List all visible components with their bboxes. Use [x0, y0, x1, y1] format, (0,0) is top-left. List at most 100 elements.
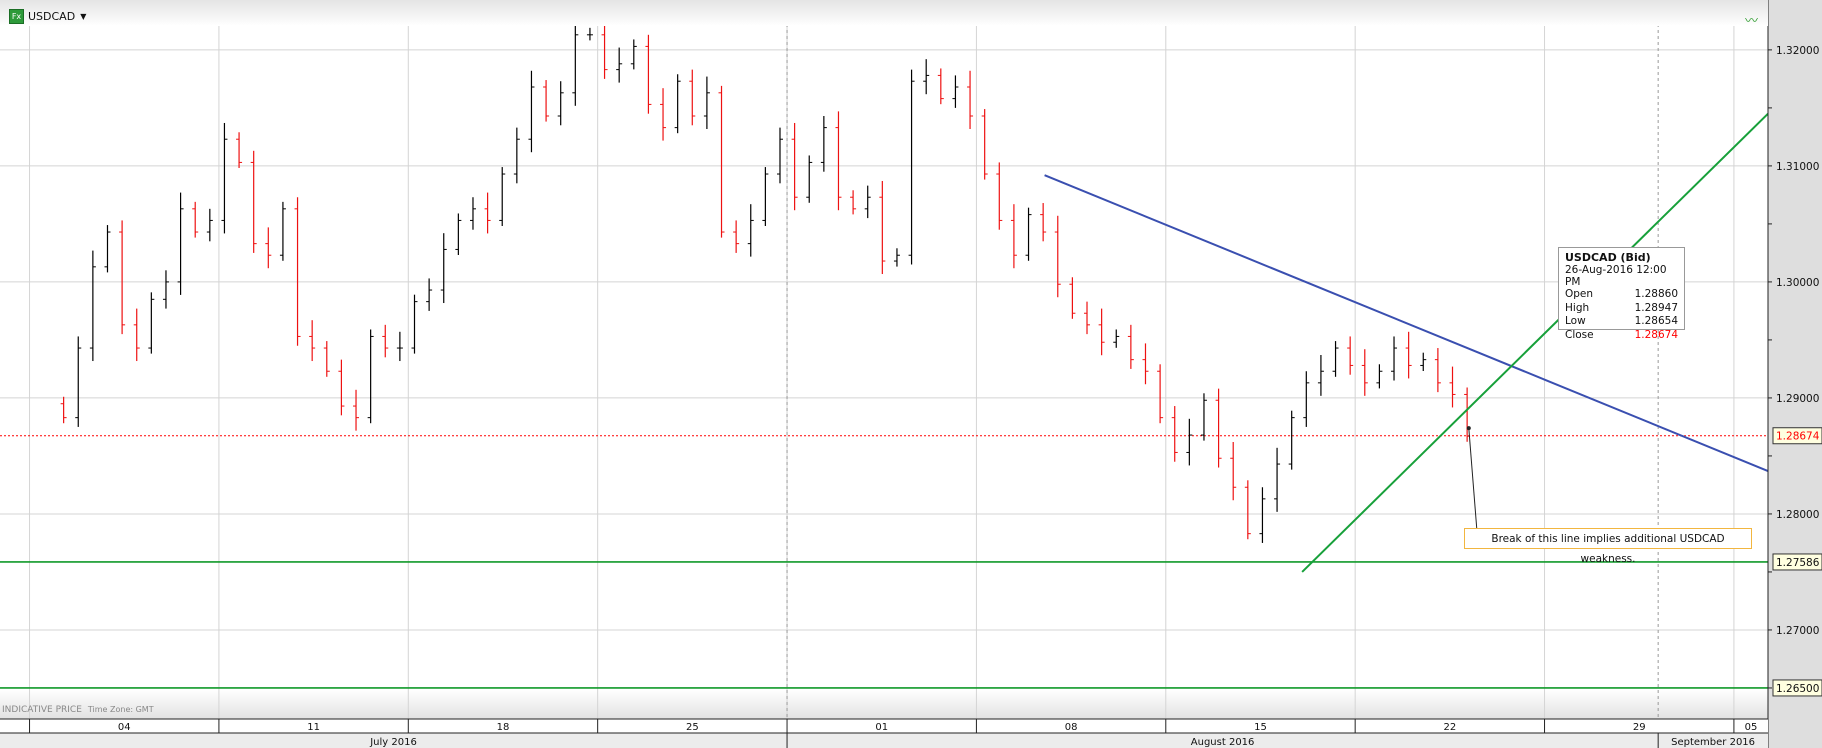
ohlc-bar[interactable]: [1434, 348, 1441, 393]
ohlc-bar[interactable]: [1449, 366, 1456, 408]
ohlc-bar[interactable]: [850, 190, 857, 215]
ohlc-bar[interactable]: [1420, 352, 1427, 372]
date-label[interactable]: 11: [307, 722, 320, 733]
ohlc-bar[interactable]: [1157, 364, 1164, 424]
ohlc-bar[interactable]: [89, 250, 96, 362]
ohlc-bar[interactable]: [1010, 204, 1017, 269]
ohlc-bar[interactable]: [1361, 349, 1368, 396]
ohlc-bar[interactable]: [981, 109, 988, 180]
ohlc-bar[interactable]: [937, 68, 944, 105]
ohlc-bar[interactable]: [192, 201, 199, 238]
ohlc-bar[interactable]: [513, 127, 520, 184]
ohlc-bar[interactable]: [75, 336, 82, 427]
ohlc-bar[interactable]: [1200, 393, 1207, 441]
ohlc-bar[interactable]: [557, 81, 564, 126]
ohlc-bar[interactable]: [1040, 203, 1047, 242]
date-label[interactable]: 04: [118, 722, 131, 733]
ohlc-bar[interactable]: [1347, 336, 1354, 375]
ohlc-bar[interactable]: [776, 127, 783, 184]
ohlc-bar[interactable]: [323, 341, 330, 377]
ohlc-bar[interactable]: [747, 204, 754, 257]
ohlc-bar[interactable]: [528, 70, 535, 153]
ohlc-bar[interactable]: [353, 389, 360, 431]
ohlc-bar[interactable]: [499, 167, 506, 226]
ohlc-bar[interactable]: [133, 308, 140, 362]
ohlc-bar[interactable]: [1259, 487, 1266, 543]
date-label[interactable]: 29: [1633, 722, 1646, 733]
ohlc-bar[interactable]: [923, 59, 930, 95]
ohlc-bar[interactable]: [572, 18, 579, 106]
ohlc-bar[interactable]: [1142, 343, 1149, 385]
ohlc-bar[interactable]: [864, 185, 871, 219]
ohlc-bar[interactable]: [660, 88, 667, 141]
ohlc-bar[interactable]: [279, 201, 286, 261]
ohlc-bar[interactable]: [60, 396, 67, 424]
ohlc-bar[interactable]: [616, 47, 623, 83]
ohlc-bar[interactable]: [586, 27, 593, 41]
ohlc-bar[interactable]: [250, 150, 257, 253]
ohlc-bar[interactable]: [1288, 410, 1295, 470]
ohlc-bar[interactable]: [1113, 329, 1120, 348]
ohlc-bar[interactable]: [1230, 442, 1237, 501]
ohlc-bar[interactable]: [996, 162, 1003, 230]
ohlc-bar[interactable]: [762, 167, 769, 226]
ohlc-bar[interactable]: [952, 75, 959, 108]
ohlc-bar[interactable]: [411, 294, 418, 354]
ohlc-bar[interactable]: [689, 69, 696, 126]
ohlc-bar[interactable]: [338, 359, 345, 416]
ohlc-bar[interactable]: [1084, 301, 1091, 335]
ohlc-bar[interactable]: [162, 270, 169, 309]
ohlc-bar[interactable]: [265, 227, 272, 269]
date-label[interactable]: 01: [875, 722, 888, 733]
date-label[interactable]: 15: [1254, 722, 1267, 733]
date-label[interactable]: 05: [1745, 722, 1758, 733]
ohlc-bar[interactable]: [543, 80, 550, 122]
ohlc-bar[interactable]: [1098, 308, 1105, 356]
ohlc-bar[interactable]: [455, 213, 462, 255]
ohlc-bar[interactable]: [1215, 388, 1222, 468]
ohlc-bar[interactable]: [1244, 480, 1251, 540]
date-label[interactable]: 25: [686, 722, 699, 733]
ohlc-bar[interactable]: [440, 233, 447, 304]
ohlc-bar[interactable]: [177, 192, 184, 295]
ohlc-bar[interactable]: [908, 69, 915, 265]
ohlc-bar[interactable]: [733, 220, 740, 253]
ohlc-bar[interactable]: [1303, 371, 1310, 427]
ohlc-bar[interactable]: [396, 331, 403, 362]
ohlc-bar[interactable]: [236, 132, 243, 168]
ohlc-bar[interactable]: [382, 324, 389, 358]
ohlc-bar[interactable]: [1127, 324, 1134, 369]
ohlc-bar[interactable]: [367, 329, 374, 424]
ohlc-bar[interactable]: [703, 76, 710, 130]
ohlc-bar[interactable]: [294, 197, 301, 346]
ohlc-bar[interactable]: [645, 34, 652, 114]
ohlc-bar[interactable]: [1069, 277, 1076, 319]
ohlc-bar[interactable]: [967, 70, 974, 130]
ohlc-bar[interactable]: [148, 292, 155, 354]
ohlc-bar[interactable]: [630, 39, 637, 70]
ohlc-bar[interactable]: [104, 225, 111, 273]
ohlc-bar[interactable]: [221, 122, 228, 234]
date-label[interactable]: 18: [497, 722, 510, 733]
ohlc-bar[interactable]: [1186, 418, 1193, 466]
ohlc-bar[interactable]: [835, 111, 842, 211]
date-label[interactable]: 22: [1443, 722, 1456, 733]
ohlc-bar[interactable]: [469, 197, 476, 230]
ohlc-bar[interactable]: [718, 85, 725, 238]
ohlc-bar[interactable]: [879, 180, 886, 275]
ohlc-bar[interactable]: [806, 155, 813, 203]
ohlc-bar[interactable]: [1376, 364, 1383, 389]
ohlc-bar[interactable]: [820, 116, 827, 172]
date-label[interactable]: 08: [1065, 722, 1078, 733]
ohlc-bar[interactable]: [119, 220, 126, 335]
caret-down-icon[interactable]: ▼: [80, 12, 87, 21]
ohlc-bar[interactable]: [674, 74, 681, 134]
ohlc-bar[interactable]: [1274, 447, 1281, 512]
ohlc-bar[interactable]: [1054, 215, 1061, 298]
ohlc-bar[interactable]: [1025, 207, 1032, 261]
ohlc-bar[interactable]: [601, 23, 608, 79]
ohlc-bar[interactable]: [1405, 331, 1412, 379]
ohlc-bar[interactable]: [206, 208, 213, 242]
ohlc-bar[interactable]: [484, 192, 491, 234]
